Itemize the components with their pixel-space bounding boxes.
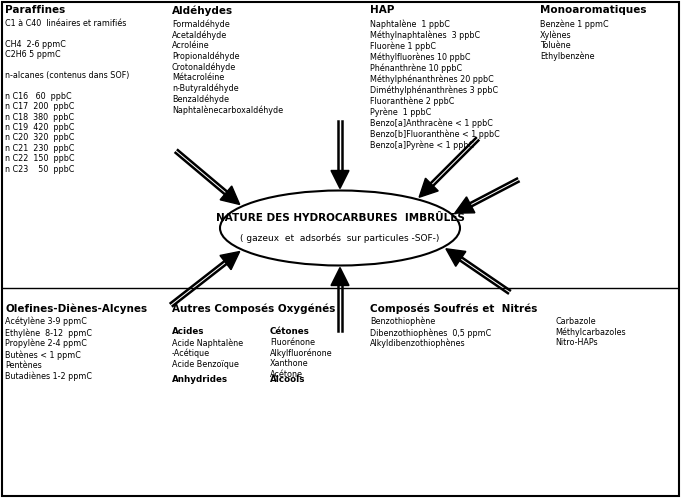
Text: C1 à C40  linéaires et ramifiés

CH4  2-6 ppmC
C2H6 5 ppmC

n-alcanes (contenus : C1 à C40 linéaires et ramifiés CH4 2-6 p… <box>5 19 129 174</box>
Polygon shape <box>419 178 439 197</box>
Text: Composés Soufrés et  Nitrés: Composés Soufrés et Nitrés <box>370 303 537 314</box>
Polygon shape <box>331 170 349 189</box>
Polygon shape <box>331 267 349 285</box>
Text: Autres Composés Oxygénés: Autres Composés Oxygénés <box>172 303 335 314</box>
Text: Paraffines: Paraffines <box>5 5 65 15</box>
Polygon shape <box>455 197 475 213</box>
Polygon shape <box>220 251 240 270</box>
Text: HAP: HAP <box>370 5 394 15</box>
Text: Acide Naphtalène
-Acétique
Acide Benzoïque: Acide Naphtalène -Acétique Acide Benzoïq… <box>172 338 243 369</box>
Text: Monoaromatiques: Monoaromatiques <box>540 5 646 15</box>
Text: Fluorénone
Alkylfluorénone
Xanthone
Acétone: Fluorénone Alkylfluorénone Xanthone Acét… <box>270 338 332 379</box>
Text: NATURE DES HYDROCARBURES  IMBRÛLES: NATURE DES HYDROCARBURES IMBRÛLES <box>216 213 464 223</box>
Polygon shape <box>220 186 240 205</box>
Text: Acides: Acides <box>172 327 204 336</box>
Text: Olefines-Diènes-Alcynes: Olefines-Diènes-Alcynes <box>5 303 147 314</box>
Text: Alcools: Alcools <box>270 375 306 384</box>
Text: Naphtalène  1 ppbC
Méthylnaphtalènes  3 ppbC
Fluorène 1 ppbC
Méthylfluorènes 10 : Naphtalène 1 ppbC Méthylnaphtalènes 3 pp… <box>370 19 500 149</box>
Text: Aldéhydes: Aldéhydes <box>172 5 233 15</box>
Ellipse shape <box>220 191 460 265</box>
Text: Carbazole
Méthylcarbazoles
Nitro-HAPs: Carbazole Méthylcarbazoles Nitro-HAPs <box>555 317 626 348</box>
Polygon shape <box>446 249 466 266</box>
Text: Formaldéhyde
Acetaldéhyde
Acroléine
Propionaldéhyde
Crotonaldéhyde
Métacroléine
: Formaldéhyde Acetaldéhyde Acroléine Prop… <box>172 19 283 116</box>
Text: Benzène 1 ppmC
Xylènes
Toluène
Ethylbenzène: Benzène 1 ppmC Xylènes Toluène Ethylbenz… <box>540 19 609 61</box>
Text: Anhydrides: Anhydrides <box>172 375 228 384</box>
Text: ( gazeux  et  adsorbés  sur particules -SOF-): ( gazeux et adsorbés sur particules -SOF… <box>240 233 440 243</box>
Text: Acétylène 3-9 ppmC
Ethylène  8-12  ppmC
Propylène 2-4 ppmC
Butènes < 1 ppmC
Pent: Acétylène 3-9 ppmC Ethylène 8-12 ppmC Pr… <box>5 317 92 381</box>
Text: Benzothiophène
Dibenzothiophènes  0,5 ppmC
Alkyldibenzothiophènes: Benzothiophène Dibenzothiophènes 0,5 ppm… <box>370 317 491 349</box>
Text: Cétones: Cétones <box>270 327 310 336</box>
